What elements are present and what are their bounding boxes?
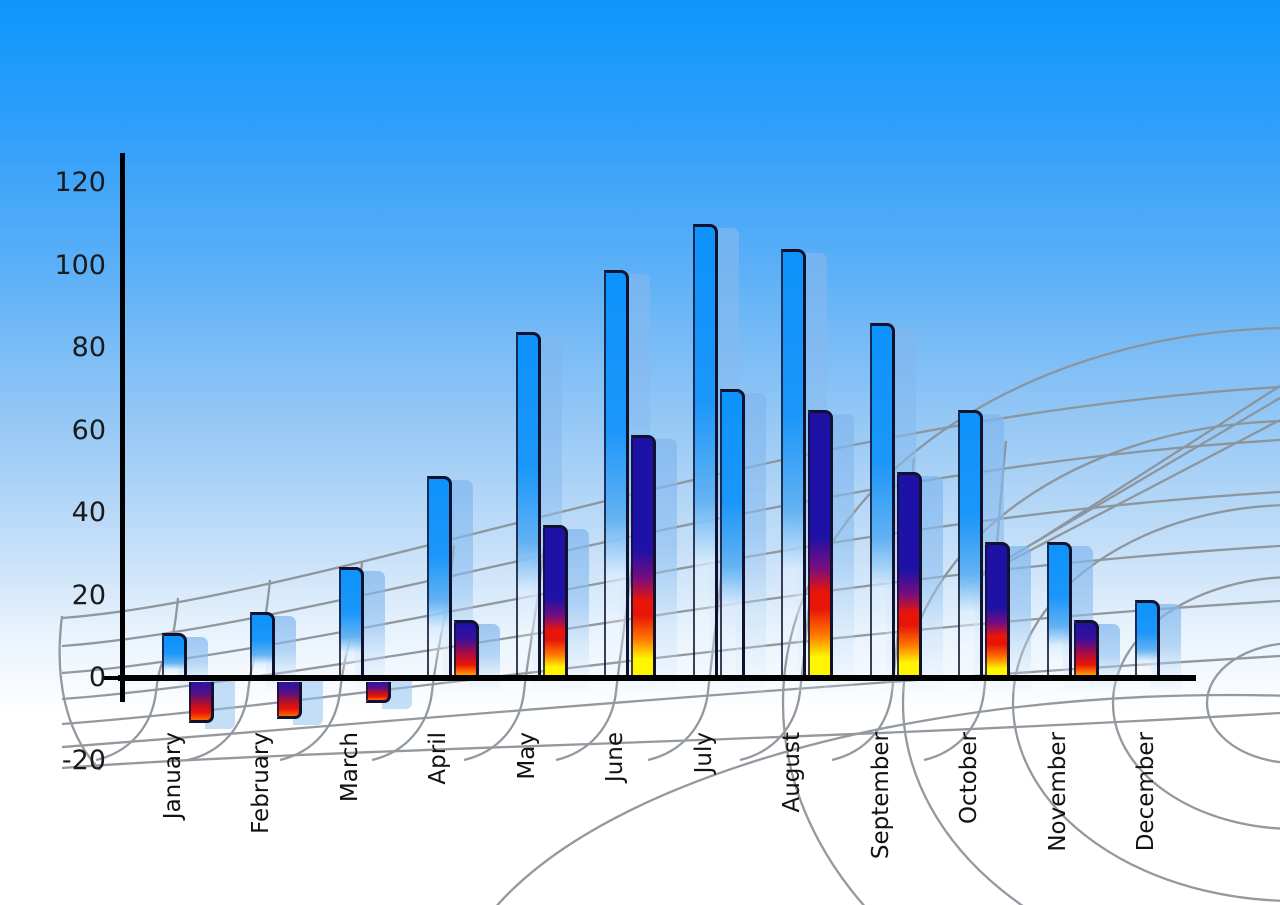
x-label-december: December [1133, 732, 1159, 852]
bar-november-secondary [1074, 620, 1099, 681]
bar-may-primary [516, 331, 541, 681]
y-tick-label--20: -20 [61, 744, 106, 776]
y-tick-label-80: 80 [71, 332, 106, 363]
bar-june-secondary [631, 434, 656, 681]
bar-september-secondary [897, 471, 922, 681]
x-label-january: January [160, 732, 186, 820]
bar-june-primary [604, 269, 629, 681]
x-label-april: April [425, 732, 451, 785]
x-label-october: October [956, 732, 982, 825]
zero-tick [103, 676, 120, 680]
bar-october-secondary [985, 541, 1010, 681]
bar-september-primary [870, 323, 895, 681]
x-label-july: July [691, 732, 717, 774]
bar-august-primary [781, 249, 806, 681]
bar-january-primary [162, 632, 187, 681]
bar-october-primary [958, 409, 983, 681]
x-axis-zero-line [118, 675, 1196, 681]
x-label-september: September [868, 732, 894, 860]
bar-january-secondary [189, 682, 214, 724]
y-tick-label-60: 60 [71, 414, 106, 446]
x-label-november: November [1045, 732, 1071, 852]
bar-february-secondary [277, 682, 302, 720]
bar-april-secondary [454, 620, 479, 681]
y-tick-label-40: 40 [71, 497, 106, 528]
y-axis-line [120, 153, 125, 702]
bar-july-secondary [720, 389, 745, 681]
x-label-august: August [779, 732, 805, 813]
bar-july-primary [693, 224, 718, 681]
y-tick-label-20: 20 [71, 579, 106, 611]
bar-march-primary [339, 566, 364, 681]
bar-april-primary [427, 475, 452, 681]
bar-august-secondary [808, 409, 833, 681]
bar-march-secondary [366, 682, 391, 703]
x-label-march: March [337, 732, 363, 803]
bar-december-primary [1135, 599, 1160, 681]
bar-november-primary [1047, 541, 1072, 681]
bar-may-secondary [543, 525, 568, 681]
x-label-may: May [514, 732, 540, 780]
y-tick-label-100: 100 [54, 249, 106, 281]
y-tick-label-0: 0 [88, 662, 106, 693]
x-label-february: February [248, 732, 274, 834]
bar-february-primary [250, 612, 275, 681]
x-label-june: June [602, 732, 628, 783]
y-tick-label-120: 120 [54, 167, 106, 198]
